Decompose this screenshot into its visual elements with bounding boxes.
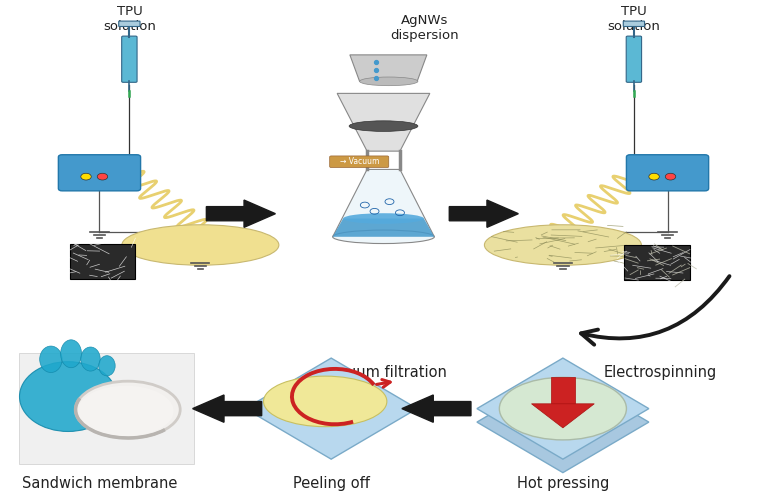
Ellipse shape bbox=[499, 377, 626, 440]
Text: Vacuum filtration: Vacuum filtration bbox=[321, 365, 446, 380]
Ellipse shape bbox=[20, 362, 117, 432]
Ellipse shape bbox=[40, 346, 62, 373]
Ellipse shape bbox=[75, 381, 180, 438]
Polygon shape bbox=[207, 200, 275, 227]
Polygon shape bbox=[449, 200, 518, 227]
Ellipse shape bbox=[333, 230, 434, 244]
Ellipse shape bbox=[264, 376, 387, 427]
FancyBboxPatch shape bbox=[626, 155, 708, 191]
FancyBboxPatch shape bbox=[70, 244, 135, 279]
Circle shape bbox=[81, 173, 91, 180]
FancyBboxPatch shape bbox=[551, 377, 575, 404]
FancyBboxPatch shape bbox=[122, 36, 137, 82]
Circle shape bbox=[665, 173, 676, 180]
Ellipse shape bbox=[344, 213, 424, 224]
Polygon shape bbox=[477, 372, 649, 473]
Ellipse shape bbox=[99, 356, 116, 376]
FancyBboxPatch shape bbox=[624, 245, 690, 280]
Text: TPU
solution: TPU solution bbox=[607, 5, 660, 33]
Text: Hot pressing: Hot pressing bbox=[517, 476, 609, 491]
Text: TPU
solution: TPU solution bbox=[103, 5, 156, 33]
Polygon shape bbox=[402, 395, 471, 422]
Text: Sandwich membrane: Sandwich membrane bbox=[22, 476, 177, 491]
Ellipse shape bbox=[349, 121, 418, 131]
Ellipse shape bbox=[78, 386, 173, 436]
Ellipse shape bbox=[359, 77, 418, 86]
Text: Electrospinning: Electrospinning bbox=[603, 365, 717, 380]
FancyBboxPatch shape bbox=[59, 155, 141, 191]
Text: AgNWs
dispersion: AgNWs dispersion bbox=[391, 14, 459, 43]
Polygon shape bbox=[192, 395, 261, 422]
Polygon shape bbox=[350, 55, 427, 81]
FancyBboxPatch shape bbox=[626, 36, 641, 82]
Circle shape bbox=[97, 173, 108, 180]
FancyBboxPatch shape bbox=[330, 156, 388, 167]
FancyBboxPatch shape bbox=[19, 353, 195, 464]
Text: Peeling off: Peeling off bbox=[293, 476, 369, 491]
Polygon shape bbox=[333, 218, 434, 237]
Ellipse shape bbox=[81, 347, 100, 371]
Ellipse shape bbox=[61, 340, 81, 368]
Polygon shape bbox=[337, 94, 430, 151]
Circle shape bbox=[649, 173, 660, 180]
Polygon shape bbox=[531, 404, 594, 428]
Polygon shape bbox=[333, 169, 434, 237]
Text: Electrospinning: Electrospinning bbox=[39, 365, 152, 380]
Ellipse shape bbox=[122, 225, 279, 265]
Text: → Vacuum: → Vacuum bbox=[340, 157, 379, 166]
FancyBboxPatch shape bbox=[119, 21, 140, 26]
Polygon shape bbox=[477, 358, 649, 459]
FancyBboxPatch shape bbox=[623, 21, 644, 26]
Polygon shape bbox=[245, 358, 417, 459]
Ellipse shape bbox=[484, 225, 641, 265]
